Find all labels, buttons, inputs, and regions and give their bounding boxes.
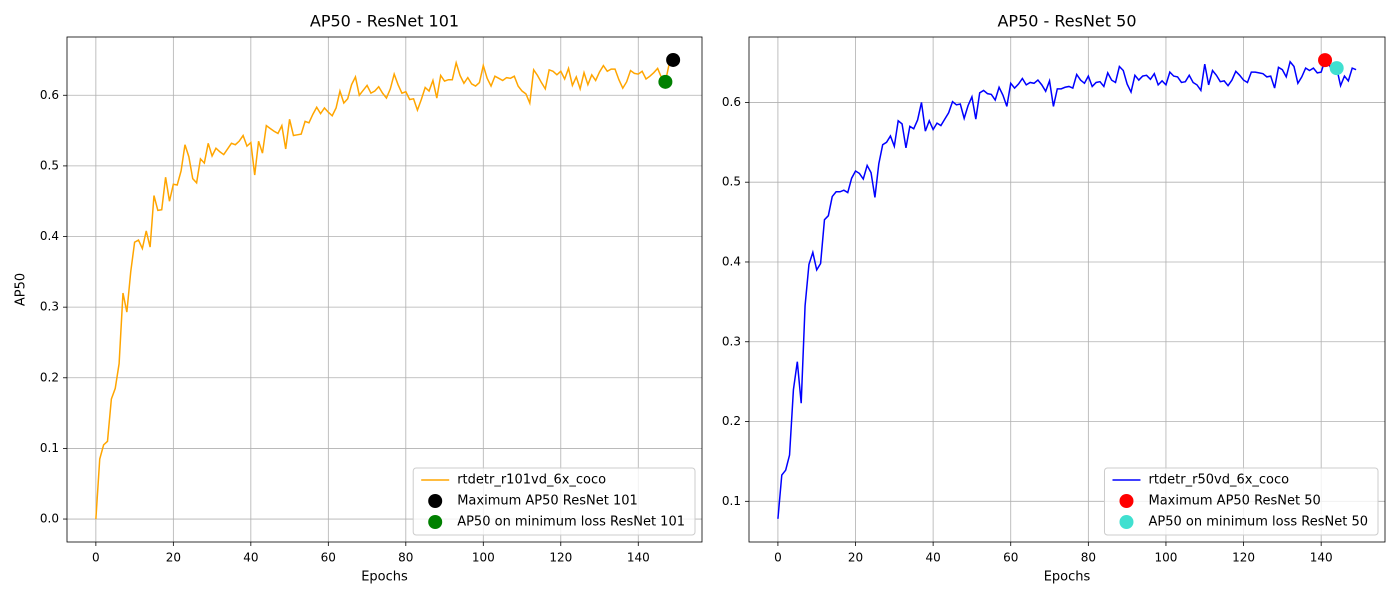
legend-label: rtdetr_r101vd_6x_coco: [457, 473, 606, 488]
legend-label: Maximum AP50 ResNet 101: [457, 494, 638, 509]
data-line: [95, 59, 674, 520]
y-axis-label: AP50: [14, 273, 29, 306]
y-tick-label: 0.5: [722, 175, 741, 189]
marker: [666, 52, 681, 67]
x-tick-label: 140: [1310, 551, 1333, 565]
x-tick-label: 20: [848, 551, 863, 565]
x-tick-label: 120: [1232, 551, 1255, 565]
marker: [658, 74, 673, 89]
x-tick-label: 0: [774, 551, 782, 565]
x-tick-label: 20: [166, 551, 181, 565]
legend-box: [412, 467, 696, 536]
y-tick-label: 0.3: [40, 300, 59, 314]
subplot: AP50 - ResNet 50 Epochs 0 20 40 60 80 100 120 140…: [722, 12, 1386, 585]
legend-label: AP50 on minimum loss ResNet 50: [1148, 515, 1368, 530]
data-line: [777, 58, 1357, 519]
legend-label: AP50 on minimum loss ResNet 101: [457, 515, 685, 530]
legend-swatch: [428, 494, 443, 508]
x-tick-label: 0: [92, 551, 100, 565]
x-tick-label: 40: [243, 551, 258, 565]
x-axis-label: Epochs: [1044, 570, 1091, 585]
x-tick-label: 60: [1003, 551, 1018, 565]
y-tick-label: 0.1: [40, 441, 59, 455]
x-axis-label: Epochs: [361, 570, 408, 585]
y-tick-label: 0.2: [722, 414, 741, 428]
axes-frame: [66, 36, 703, 543]
legend-label: rtdetr_r50vd_6x_coco: [1148, 473, 1289, 488]
x-tick-label: 140: [627, 551, 650, 565]
x-tick-label: 80: [398, 551, 413, 565]
x-tick-label: 80: [1081, 551, 1096, 565]
subplot: AP50 - ResNet 101 Epochs AP50 0 20 40 60 80 100 1…: [14, 12, 703, 585]
y-tick-label: 0.6: [40, 88, 59, 102]
y-tick-label: 0.6: [722, 95, 741, 109]
chart-title: AP50 - ResNet 101: [310, 12, 459, 31]
axes-frame: [748, 36, 1386, 543]
legend-swatch: [428, 515, 443, 529]
legend-swatch: [1119, 515, 1134, 529]
legend-box: [1103, 467, 1379, 536]
y-tick-label: 0.1: [722, 494, 741, 508]
y-tick-label: 0.5: [40, 158, 59, 172]
x-tick-label: 40: [925, 551, 940, 565]
legend-label: Maximum AP50 ResNet 50: [1148, 494, 1320, 509]
marker: [1329, 61, 1344, 76]
x-tick-label: 60: [321, 551, 336, 565]
y-tick-label: 0.2: [40, 370, 59, 384]
y-tick-label: 0.0: [40, 512, 59, 526]
marker: [1318, 53, 1333, 68]
legend-swatch: [1119, 494, 1134, 508]
chart-title: AP50 - ResNet 50: [997, 12, 1136, 31]
x-tick-label: 100: [1154, 551, 1177, 565]
x-tick-label: 120: [549, 551, 572, 565]
x-tick-label: 100: [472, 551, 495, 565]
y-tick-label: 0.4: [40, 229, 59, 243]
y-tick-label: 0.3: [722, 334, 741, 348]
y-tick-label: 0.4: [722, 254, 741, 268]
legend: rtdetr_r101vd_6x_coco Maximum AP50 ResNet…: [412, 467, 696, 536]
legend: rtdetr_r50vd_6x_coco Maximum AP50 ResNet …: [1103, 467, 1379, 536]
